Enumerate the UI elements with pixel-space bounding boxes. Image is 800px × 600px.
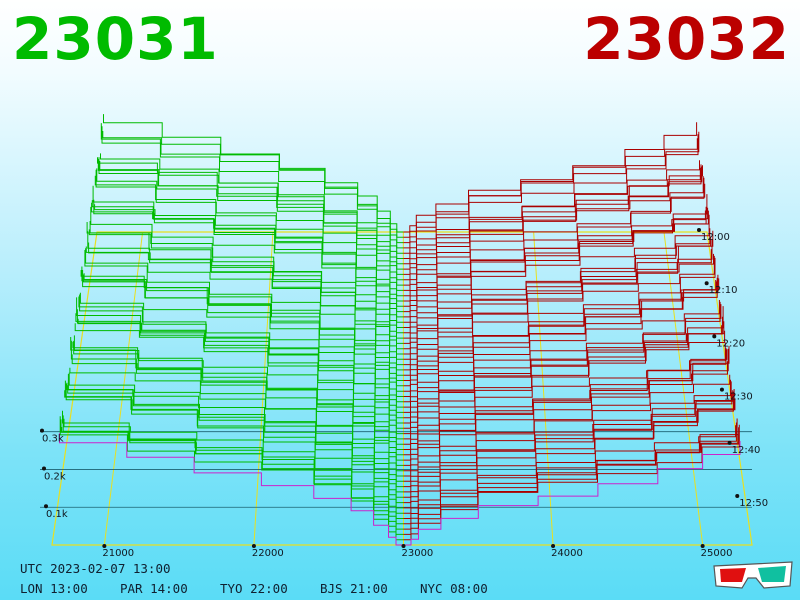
time-tick-label: 12:30 — [724, 392, 753, 403]
ask-depth-line — [403, 441, 741, 546]
price-tick — [700, 544, 705, 548]
clock-paris: PAR 14:00 — [120, 581, 188, 596]
ask-depth-line — [403, 255, 715, 360]
price-tick-label: 25000 — [701, 548, 733, 559]
time-tick — [704, 281, 709, 286]
chart-floor — [51, 231, 753, 546]
price-gridline — [663, 231, 704, 546]
bid-price: 23031 — [12, 5, 219, 73]
time-tick — [712, 334, 717, 339]
price-tick — [551, 544, 556, 548]
time-tick — [727, 440, 732, 445]
volume-tick-label: 0.2k — [44, 471, 66, 482]
time-tick — [697, 228, 701, 232]
ask-depth-line — [403, 160, 700, 254]
volume-tick — [44, 504, 48, 509]
price-tick — [251, 544, 256, 548]
ask-depth-line — [403, 138, 698, 238]
depth-lines — [59, 114, 741, 546]
world-clocks: LON 13:00 PAR 14:00 TYO 22:00 BJS 21:00 … — [20, 581, 520, 596]
price-tick-label: 21000 — [102, 548, 134, 559]
ask-price: 23032 — [583, 5, 790, 73]
time-tick-label: 12:00 — [701, 232, 730, 243]
price-gridline — [253, 231, 274, 546]
price-tick-label: 24000 — [551, 548, 583, 559]
ask-depth-line — [403, 301, 721, 403]
ask-depth-line — [403, 304, 722, 408]
order-book-depth-chart: 21000 22000 23000 24000 25000 0.1k 0.2k 0.3k 12:… — [40, 114, 768, 559]
price-tick-label: 22000 — [252, 548, 284, 559]
ask-depth-line — [403, 176, 704, 281]
clock-london: LON 13:00 — [20, 581, 88, 596]
ask-depth-line — [403, 390, 734, 493]
volume-tick — [42, 466, 46, 471]
ask-depth-line — [403, 330, 726, 435]
bid-depth-line — [59, 433, 404, 546]
time-tick-label: 12:20 — [716, 338, 745, 349]
volume-tick — [40, 428, 44, 433]
price-tick — [102, 544, 107, 548]
time-tick — [735, 494, 740, 499]
time-tick — [719, 387, 724, 392]
ask-depth-line — [403, 422, 737, 519]
3d-glasses-icon[interactable] — [712, 560, 794, 590]
price-tick-label: 23000 — [401, 548, 433, 559]
ask-depth-line — [403, 379, 731, 477]
ask-depth-line — [403, 122, 698, 233]
bid-depth-line — [102, 131, 404, 238]
clock-new-york: NYC 08:00 — [420, 581, 488, 596]
clock-tokyo: TYO 22:00 — [220, 581, 288, 596]
ask-depth-line — [403, 207, 709, 313]
ask-depth-line — [403, 374, 731, 472]
clock-beijing: BJS 21:00 — [320, 581, 388, 596]
price-gridline — [533, 231, 554, 546]
utc-time: UTC 2023-02-07 13:00 — [20, 561, 171, 576]
time-tick-label: 12:10 — [709, 285, 738, 296]
volume-tick-label: 0.3k — [42, 434, 64, 445]
price-gridline — [103, 231, 144, 546]
axis-labels: 21000 22000 23000 24000 25000 0.1k 0.2k 0.3k 12:… — [40, 228, 768, 559]
price-tick — [401, 544, 406, 548]
ask-depth-line — [403, 239, 713, 344]
ask-depth-line — [403, 183, 706, 291]
volume-tick-label: 0.1k — [46, 509, 68, 520]
time-tick-label: 12:50 — [739, 498, 768, 509]
ask-depth-line — [403, 434, 739, 530]
time-tick-label: 12:40 — [732, 445, 761, 456]
